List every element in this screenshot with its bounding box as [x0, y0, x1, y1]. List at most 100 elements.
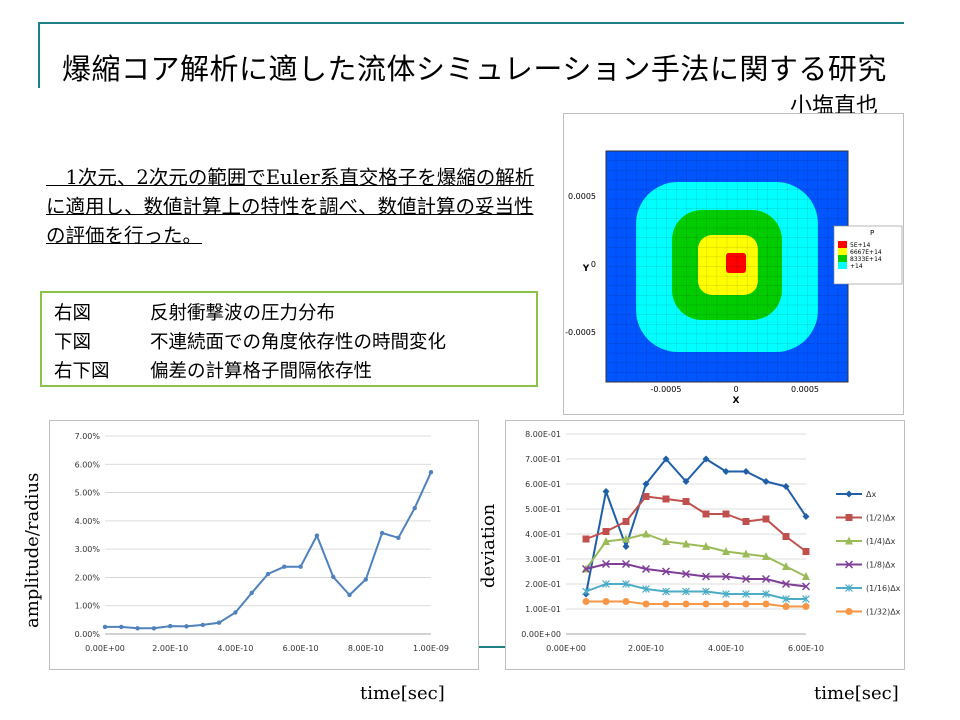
series-line: [586, 600, 806, 608]
data-point: [581, 564, 591, 574]
data-point: [802, 548, 810, 555]
legend-swatch: [838, 262, 847, 269]
legend-desc: 偏差の計算格子間隔依存性: [150, 361, 373, 382]
y-tick-label: 0.00E+00: [521, 630, 561, 639]
data-point: [762, 590, 770, 598]
data-point: [662, 537, 670, 545]
y-tick-label: 4.00E-01: [525, 530, 561, 539]
data-point: [722, 590, 730, 598]
series-line: [585, 563, 807, 588]
legend-label: (1/4)Δx: [866, 537, 896, 546]
y-tick-label: 1.00%: [75, 602, 101, 611]
data-point: [801, 582, 811, 591]
data-point: [802, 572, 810, 580]
contour-legend-title: P: [870, 229, 874, 237]
data-point: [721, 572, 731, 581]
data-point: [602, 537, 610, 545]
data-point: [641, 564, 651, 574]
data-point: [642, 480, 650, 488]
data-point: [845, 584, 853, 592]
data-point: [622, 580, 630, 588]
data-point: [642, 529, 650, 538]
data-point: [363, 577, 368, 582]
x-tick-label: 2.00E-10: [628, 644, 664, 653]
chart-legend: Δx (1/2)Δx (1/4)Δx (1/8)Δx (1/16)Δx (1/32)Δx: [836, 490, 901, 617]
data-point: [681, 569, 691, 579]
data-point: [781, 579, 791, 589]
data-point: [762, 552, 770, 560]
y-tick-label: 2.00%: [75, 573, 101, 582]
data-point: [742, 600, 750, 608]
legend-label: 8333E+14: [850, 256, 882, 263]
legend-key: 右下図: [54, 361, 110, 382]
x-tick-label: 6.00E-10: [788, 644, 824, 653]
x-tick-label: 8.00E-10: [348, 644, 384, 653]
y-tick-label: 8.00E-01: [525, 430, 561, 439]
y-tick-label: 1.00E-01: [525, 605, 561, 614]
series-line: [585, 458, 807, 595]
tick-labels: 0.00E+00 1.00E-01 2.00E-01 3.00E-01 4.00E-01…: [521, 430, 824, 653]
series-layer: [102, 470, 434, 631]
data-point: [782, 595, 790, 603]
data-point: [582, 598, 590, 605]
data-point: [642, 493, 650, 500]
y-tick-label: 2.00E-01: [525, 580, 561, 589]
y-tick-label: 6.00%: [75, 460, 101, 469]
legend-key: 右図: [54, 303, 92, 324]
y-tick-label: -0.0005: [565, 328, 596, 337]
legend-label: Δx: [866, 490, 876, 499]
y-tick-label: 0.0005: [568, 192, 596, 201]
title-side-rule: [38, 22, 40, 88]
data-point: [762, 515, 770, 523]
data-point: [702, 587, 710, 596]
data-point: [151, 626, 157, 631]
deviation-chart: 0.00E+00 1.00E-01 2.00E-01 3.00E-01 4.00E-01…: [505, 420, 905, 670]
data-point: [802, 595, 810, 603]
data-point: [582, 587, 590, 596]
series-layer: [581, 455, 811, 610]
data-point: [845, 514, 853, 521]
data-point: [102, 624, 108, 630]
data-point: [782, 483, 790, 490]
data-point: [602, 528, 610, 535]
deviation-y-axis-label: deviation: [478, 503, 499, 588]
data-point: [682, 539, 690, 548]
data-point: [844, 560, 854, 569]
x-tick-label: 0.00E+00: [85, 644, 125, 653]
contour-svg: 0.0005 0 -0.0005 -0.0005 0 0.0005 X Y P …: [565, 150, 903, 406]
y-tick-label: 3.00%: [75, 545, 101, 554]
data-point: [282, 564, 287, 569]
data-point: [396, 535, 401, 541]
data-point: [802, 513, 810, 520]
y-tick-label: 5.00%: [75, 489, 101, 498]
y-tick-label: 3.00E-01: [525, 555, 561, 564]
deviation-chart-svg: 0.00E+00 1.00E-01 2.00E-01 3.00E-01 4.00E-01…: [521, 430, 901, 653]
legend-swatch: [838, 255, 847, 262]
legend-swatch: [838, 248, 847, 255]
data-point: [742, 549, 750, 558]
amplitude-x-axis-label: time[sec]: [360, 683, 445, 704]
x-tick-label: -0.0005: [651, 385, 682, 394]
amplitude-y-axis-label: amplitude/radius: [22, 472, 43, 628]
data-point: [216, 620, 222, 625]
data-point: [762, 600, 770, 608]
data-point: [761, 574, 771, 584]
data-point: [184, 624, 189, 629]
x-tick-label: 0.0005: [791, 385, 819, 394]
y-axis-label: Y: [582, 264, 590, 274]
legend-key: 下図: [54, 332, 92, 353]
data-point: [845, 608, 853, 615]
slide-title: 爆縮コア解析に適した流体シミュレーション手法に関する研究: [62, 52, 887, 86]
data-point: [601, 559, 611, 569]
data-point: [702, 600, 710, 608]
data-point: [622, 534, 630, 543]
legend-desc: 不連続面での角度依存性の時間変化: [150, 332, 447, 353]
data-point: [314, 533, 320, 538]
data-point: [621, 559, 631, 569]
legend-swatch: [838, 241, 847, 248]
legend-row: 右下図 偏差の計算格子間隔依存性: [54, 357, 372, 383]
summary-text: 1次元、2次元の範囲でEuler系直交格子を爆縮の解析に適用し、数値計算上の特性…: [46, 166, 535, 247]
data-point: [682, 587, 690, 596]
data-point: [642, 585, 650, 593]
data-point: [168, 623, 173, 629]
